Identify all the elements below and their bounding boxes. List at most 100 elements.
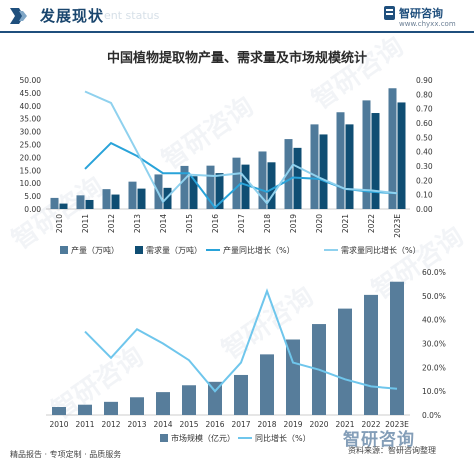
- chart1-left-tick-label: 10.00: [20, 179, 42, 188]
- chart1-left-tick-label: 45.00: [20, 89, 42, 98]
- chart1-x-tick-label: 2012: [107, 214, 116, 233]
- page-title: 发展现状: [40, 7, 105, 25]
- chart1-demand-bar: [345, 124, 354, 209]
- chart2-x-tick-label: 2013: [127, 420, 146, 429]
- chart1-production-bar: [206, 165, 215, 209]
- chart1-left-tick-label: 30.00: [20, 128, 42, 137]
- chart2-x-tick-label: 2010: [49, 420, 68, 429]
- chart2-right-tick-label: 10.0%: [422, 387, 446, 396]
- chart1-x-tick-label: 2013: [133, 214, 142, 233]
- chart1-production-bar: [310, 124, 319, 209]
- brand-logo-block: 智研咨询 www.chyxx.com: [384, 3, 464, 31]
- chart2-x-tick-label: 2017: [231, 420, 250, 429]
- chart2-x-tick-label: 2016: [205, 420, 224, 429]
- chart1-demand-bar: [319, 134, 328, 209]
- header-chevron-icon: [10, 8, 27, 24]
- chart2-market-size-bar: [156, 392, 170, 415]
- chart2-right-tick-label: 0.0%: [422, 411, 441, 420]
- chart2-x-tick-label: 2012: [101, 420, 120, 429]
- chart1-right-tick-label: 0.40: [416, 148, 433, 157]
- chart2-market-size-bar: [78, 404, 92, 415]
- chart1-demand-bar: [241, 164, 250, 209]
- chart2-market-size-bar: [260, 354, 274, 415]
- chart1-demand-bar: [397, 102, 406, 209]
- chart1-x-tick-label: 2015: [185, 214, 194, 233]
- chart2-market-size-bar: [390, 281, 404, 415]
- chart2-x-tick-label: 2022: [361, 420, 380, 429]
- chart1-right-tick-label: 0.20: [416, 176, 433, 185]
- background-watermark: 智研咨询: [156, 91, 259, 176]
- chart-title: 中国植物提取物产量、需求量及市场规模统计: [106, 51, 367, 66]
- chart2-right-tick-label: 50.0%: [422, 292, 446, 301]
- chart1-production-bar: [180, 165, 189, 209]
- chart1-left-tick-label: 5.00: [24, 192, 41, 201]
- chart2-x-tick-label: 2019: [283, 420, 302, 429]
- chart1-right-tick-label: 0.10: [416, 191, 433, 200]
- legend-production-swatch: [60, 246, 68, 254]
- chart2-x-tick-label: 2018: [257, 420, 276, 429]
- chart1-left-tick-label: 0.00: [24, 205, 41, 214]
- chart1-demand-growth-line: [84, 90, 398, 205]
- chart2-x-tick-label: 2011: [75, 420, 94, 429]
- legend-demand-growth-label: 需求量同比增长（%）: [341, 245, 421, 255]
- footer-source: 资料来源：智研咨询整理: [348, 446, 436, 455]
- chart1-demand-bar: [189, 176, 198, 209]
- chart1-right-tick-label: 0.80: [416, 90, 433, 99]
- chart1-x-tick-label: 2019: [289, 214, 298, 233]
- chart2-market-size-bar: [234, 374, 248, 415]
- legend-market-size-swatch: [160, 434, 168, 442]
- chart1-production-bar: [102, 189, 111, 209]
- chart1-production-bar: [362, 100, 371, 209]
- chart1-production-bar: [258, 151, 267, 209]
- chart1-left-tick-label: 25.00: [20, 141, 42, 150]
- chart1-left-tick-label: 40.00: [20, 102, 42, 111]
- chart1-right-tick-label: 0.00: [416, 205, 433, 214]
- header-divider: [0, 31, 474, 33]
- chart1-demand-bar: [371, 113, 380, 209]
- chart1-right-tick-label: 0.50: [416, 133, 433, 142]
- chart2-market-size-bar: [208, 381, 222, 415]
- chart2-market-size-bar: [286, 339, 300, 415]
- chart1-production-bar: [76, 195, 85, 209]
- chart1-demand-bar: [137, 188, 146, 209]
- legend-growth-label: 同比增长（%）: [255, 433, 311, 443]
- chart2-x-tick-label: 2020: [309, 420, 328, 429]
- chart2-growth-line: [84, 288, 398, 393]
- chart1-production-bar: [284, 139, 293, 209]
- chart1-right-tick-label: 0.90: [416, 76, 433, 85]
- chart2-market-size-bar: [182, 385, 196, 415]
- chart1-x-tick-label: 2010: [55, 214, 64, 233]
- header-bar: 发展现状 ent status 智研咨询 www.chyxx.com: [0, 0, 474, 33]
- legend-demand-label: 需求量（万吨）: [146, 245, 202, 255]
- chart2-market-size-bar: [130, 397, 144, 415]
- chart1-right-tick-label: 0.60: [416, 119, 433, 128]
- chart2-market-size-bar: [52, 406, 66, 415]
- legend-production-growth-label: 产量同比增长（%）: [223, 245, 295, 255]
- chart1-x-tick-label: 2022: [367, 214, 376, 233]
- chart2-x-tick-label: 2015: [179, 420, 198, 429]
- chart2-right-tick-label: 20.0%: [422, 363, 446, 372]
- brand-name: 智研咨询: [399, 7, 443, 20]
- chart1-production-bar: [232, 157, 241, 209]
- header-watermark-text: ent status: [104, 9, 160, 22]
- chart2-right-tick-label: 60.0%: [422, 268, 446, 277]
- chart2-x-tick-label: 2023E: [385, 420, 409, 429]
- chart1-right-tick-label: 0.30: [416, 162, 433, 171]
- chart1-x-tick-label: 2011: [81, 214, 90, 233]
- chart2-x-tick-label: 2021: [335, 420, 354, 429]
- brand-logo-icon: [384, 6, 395, 20]
- chart2-right-tick-label: 30.0%: [422, 340, 446, 349]
- chart1-x-tick-label: 2023E: [393, 214, 402, 238]
- background-watermark: 智研咨询: [366, 221, 469, 306]
- chart1-x-tick-label: 2020: [315, 214, 324, 233]
- chart2-market-size-bar: [338, 308, 352, 415]
- chart1-left-tick-label: 15.00: [20, 166, 42, 175]
- chart1-x-tick-label: 2017: [237, 214, 246, 233]
- chart1-left-tick-label: 20.00: [20, 153, 42, 162]
- chart1-production-bar: [388, 88, 397, 209]
- chart1-production-bar: [336, 112, 345, 209]
- chart1-production-bar: [128, 181, 137, 209]
- legend-demand-swatch: [135, 246, 143, 254]
- brand-url: www.chyxx.com: [399, 20, 456, 28]
- chart1-left-tick-label: 50.00: [20, 76, 42, 85]
